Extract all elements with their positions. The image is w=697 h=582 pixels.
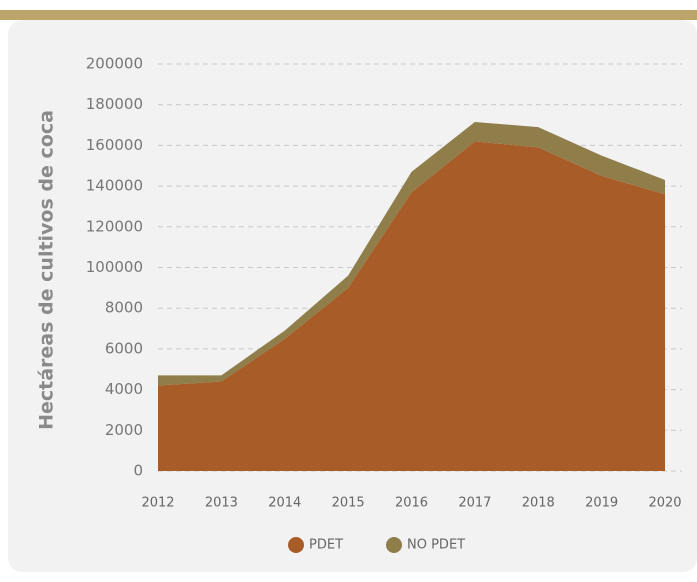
x-tick-label: 2018 <box>522 496 555 511</box>
y-tick-label: 2000 <box>105 421 143 439</box>
top-bar <box>0 10 697 20</box>
y-tick-label: 160000 <box>86 136 143 154</box>
y-tick-label: 6000 <box>105 339 143 357</box>
x-tick-label: 2014 <box>268 496 301 511</box>
legend-marker <box>288 537 304 553</box>
x-tick-label: 2017 <box>458 496 491 511</box>
legend-label: PDET <box>309 538 343 553</box>
y-tick-label: 140000 <box>86 177 143 195</box>
x-tick-label: 2019 <box>585 496 618 511</box>
y-tick-label: 8000 <box>105 299 143 317</box>
area <box>158 121 665 386</box>
y-tick-label: 180000 <box>86 95 143 113</box>
y-tick-label: 200000 <box>86 55 143 73</box>
x-tick-label: 2016 <box>395 496 428 511</box>
y-tick-label: 4000 <box>105 380 143 398</box>
y-tick-label: 120000 <box>86 217 143 235</box>
y-tick-label: 100000 <box>86 258 143 276</box>
area <box>158 141 665 471</box>
x-tick-label: 2015 <box>332 496 365 511</box>
x-tick-label: 2013 <box>205 496 238 511</box>
y-axis-label: Hectáreas de cultivos de coca <box>36 110 58 430</box>
x-tick-label: 2012 <box>141 496 174 511</box>
y-tick-label: 0 <box>133 462 143 480</box>
x-tick-label: 2020 <box>648 496 681 511</box>
legend-label: NO PDET <box>407 538 465 553</box>
legend-marker <box>386 537 402 553</box>
